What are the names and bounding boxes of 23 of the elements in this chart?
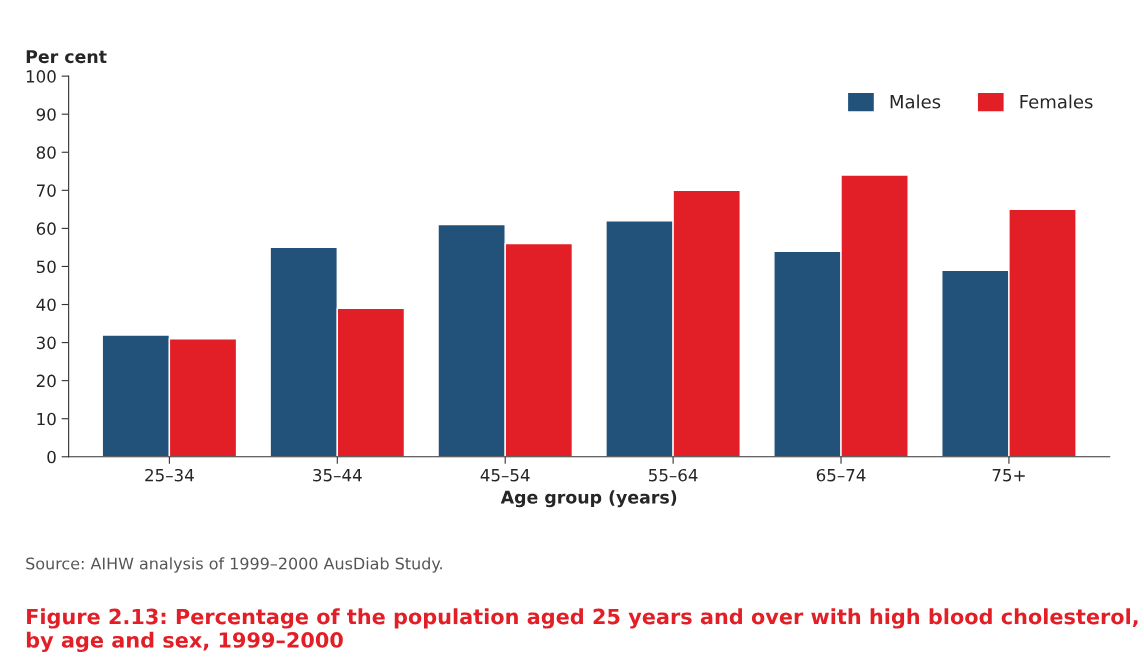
y-tick-label: 50 <box>36 260 56 274</box>
legend-label: Females <box>1020 94 1093 109</box>
source-note: Source: AIHW analysis of 1999–2000 AusDiab Study. <box>26 557 442 573</box>
y-tick-label: 80 <box>36 146 56 159</box>
y-tick-label: 10 <box>37 412 56 426</box>
x-tick-label: 65–74 <box>816 468 866 482</box>
y-tick-label: 30 <box>36 336 56 350</box>
y-axis-title: Per cent <box>26 50 107 64</box>
y-tick-label: 40 <box>36 298 56 312</box>
x-tick-label: 75+ <box>992 469 1025 482</box>
x-axis-title: Age group (years) <box>500 490 677 508</box>
text: Figure 2.13: Percentage of the population aged 25 years and over with high blood cholesterol, by age and sex, 1999–2000 <box>26 608 1138 653</box>
x-tick-label: 25–34 <box>145 468 194 482</box>
y-tick-label: 20 <box>36 374 56 388</box>
y-tick-label: 70 <box>36 184 56 197</box>
y-tick-label: 100 <box>26 70 56 83</box>
y-tick-label: 90 <box>36 108 56 121</box>
x-tick-label: 35–44 <box>313 468 362 482</box>
y-tick-label: 60 <box>36 222 56 235</box>
x-tick-label: 55–64 <box>649 468 698 482</box>
x-tick-label: 45–54 <box>480 469 530 482</box>
legend-label: Males <box>890 94 941 109</box>
y-tick-label: 0 <box>47 450 56 464</box>
